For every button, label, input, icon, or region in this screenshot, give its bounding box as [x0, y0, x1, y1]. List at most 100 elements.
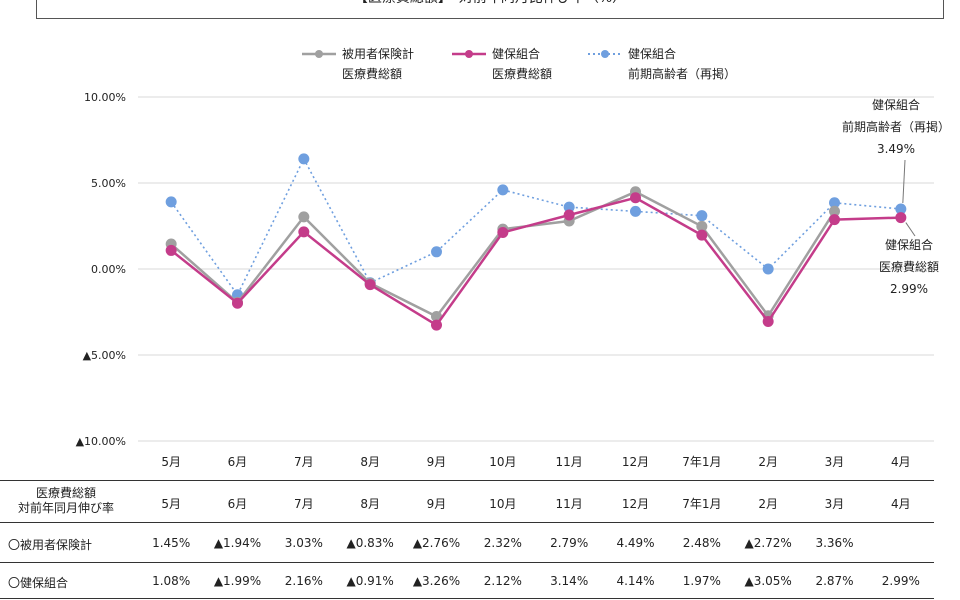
table-header-cell: 6月: [227, 497, 248, 511]
y-tick-label: 5.00%: [91, 177, 126, 190]
data-point: [630, 205, 641, 217]
data-point: [497, 227, 509, 239]
x-tick-label: 3月: [825, 455, 845, 469]
line-chart: 10.00% 5.00% 0.00% ▲5.00% ▲10.00% 5月 6月 7月 8月 9月 1…: [76, 91, 934, 469]
data-point: [497, 184, 509, 196]
data-point: [298, 226, 310, 238]
data-point: [563, 209, 575, 221]
table-cell: 4.14%: [616, 574, 655, 588]
table-cell: 3.14%: [550, 574, 589, 588]
x-tick-label: 6月: [228, 455, 248, 469]
data-point: [829, 205, 840, 217]
x-tick-label: 2月: [758, 455, 778, 469]
table-cell: 3.03%: [284, 536, 323, 550]
legend-label-sub: 医療費総額: [492, 67, 553, 81]
row-label: 〇健保組合: [8, 576, 69, 590]
data-point: [762, 315, 774, 327]
table-header-cell: 5月: [161, 497, 181, 511]
table-header-label: 医療費総額 対前年同月伸び率: [8, 486, 124, 516]
table-cell: 1.97%: [682, 574, 721, 588]
legend-label-sub: 前期高齢者（再掲）: [628, 67, 737, 81]
annotation-line: 医療費総額: [878, 260, 939, 274]
table-cell: ▲2.76%: [412, 536, 461, 550]
table-cell: 2.16%: [284, 574, 323, 588]
table-cell: 2.48%: [682, 536, 721, 550]
data-point: [696, 229, 708, 241]
legend-label: 健保組合: [492, 47, 541, 61]
table-cell: ▲1.94%: [213, 536, 262, 550]
y-tick-label: ▲5.00%: [83, 349, 126, 362]
data-point: [165, 244, 177, 256]
chart-title: 【医療費総額】 対前年同月比伸び率（%）: [354, 0, 626, 9]
series-line: [170, 190, 836, 319]
x-tick-label: 8月: [360, 455, 380, 469]
table-cell: 1.08%: [152, 574, 191, 588]
legend-swatch-gray: [302, 50, 336, 58]
table-header-cell: 8月: [360, 497, 380, 511]
table-header-cell: 7年1月: [682, 497, 722, 511]
data-point: [895, 203, 907, 215]
data-point: [298, 153, 310, 165]
table-header-cell: 9月: [426, 497, 447, 511]
table-cell: 4.49%: [616, 536, 655, 550]
annotation-line: 前期高齢者（再掲）: [841, 120, 950, 134]
table-row: 〇被用者保険計 1.45% ▲1.94% 3.03% ▲0.83% ▲2.76% 2.32…: [0, 534, 960, 554]
table-cell: 2.32%: [483, 536, 522, 550]
legend-label: 健保組合: [628, 47, 677, 61]
data-point: [563, 201, 575, 213]
annotation-kenpo: 健保組合 医療費総額 2.99%: [858, 234, 960, 300]
table-header-row: 医療費総額 対前年同月伸び率 5月 6月 7月 8月 9月 10月 11月 12月 7年1月 2月…: [0, 486, 960, 522]
table-header-cell: 2月: [758, 497, 778, 511]
table-rule-bottom: [0, 598, 934, 599]
x-tick-label: 11月: [556, 455, 583, 469]
x-tick-label: 7年1月: [682, 455, 721, 469]
x-tick-label: 5月: [161, 455, 181, 469]
table-rule-mid: [0, 522, 934, 523]
data-point: [431, 246, 442, 258]
table-row: 〇健保組合 1.08% ▲1.99% 2.16% ▲0.91% ▲3.26% 2.12% 3…: [0, 572, 960, 592]
table-cell: ▲1.99%: [213, 574, 262, 588]
table-cell: 2.99%: [881, 574, 920, 588]
table-cell: ▲3.05%: [744, 574, 792, 588]
table-header-line2: 対前年同月伸び率: [17, 501, 114, 515]
table-cell: 1.45%: [152, 536, 191, 550]
annotation-value: 2.99%: [889, 282, 929, 296]
data-point: [232, 297, 243, 309]
annotation-value: 3.49%: [876, 142, 916, 156]
table-header-line1: 医療費総額: [35, 486, 96, 500]
table-header-cell: 11月: [555, 497, 583, 511]
table-rule-row: [0, 562, 934, 563]
legend-swatch-magenta: [452, 50, 486, 58]
table-header-cell: 3月: [824, 497, 845, 511]
x-tick-label: 7月: [294, 455, 314, 469]
y-tick-label: 10.00%: [84, 91, 126, 104]
legend-swatch-blue-dotted: [588, 50, 622, 58]
data-point: [298, 211, 310, 223]
table-cell: 2.87%: [815, 574, 854, 588]
table-cell: ▲0.83%: [346, 536, 394, 550]
data-point: [165, 196, 177, 208]
y-tick-label: 0.00%: [91, 263, 126, 276]
annotation-elderly: 健保組合 前期高齢者（再掲） 3.49%: [832, 94, 960, 160]
row-label: 〇被用者保険計: [8, 538, 93, 552]
table-cell: ▲0.91%: [346, 574, 394, 588]
y-tick-label: ▲10.00%: [76, 435, 126, 448]
annotation-leader: [905, 222, 916, 237]
table-rule-top: [0, 480, 934, 481]
data-point: [696, 210, 708, 222]
x-tick-label: 4月: [891, 455, 911, 469]
data-point: [829, 197, 840, 209]
x-tick-label: 9月: [427, 455, 447, 469]
data-point: [829, 214, 840, 226]
table-header-cell: 10月: [489, 497, 517, 511]
chart-title-box: 【医療費総額】 対前年同月比伸び率（%）: [36, 0, 944, 19]
data-point: [630, 192, 641, 204]
table-cell: 2.79%: [550, 536, 589, 550]
table-cell: 3.36%: [815, 536, 854, 550]
annotation-leader: [902, 159, 906, 203]
data-point: [364, 279, 376, 291]
annotation-line: 健保組合: [871, 98, 920, 112]
series-line: [170, 157, 901, 297]
table-cell: 2.12%: [483, 574, 522, 588]
table-header-cell: 12月: [621, 497, 650, 511]
